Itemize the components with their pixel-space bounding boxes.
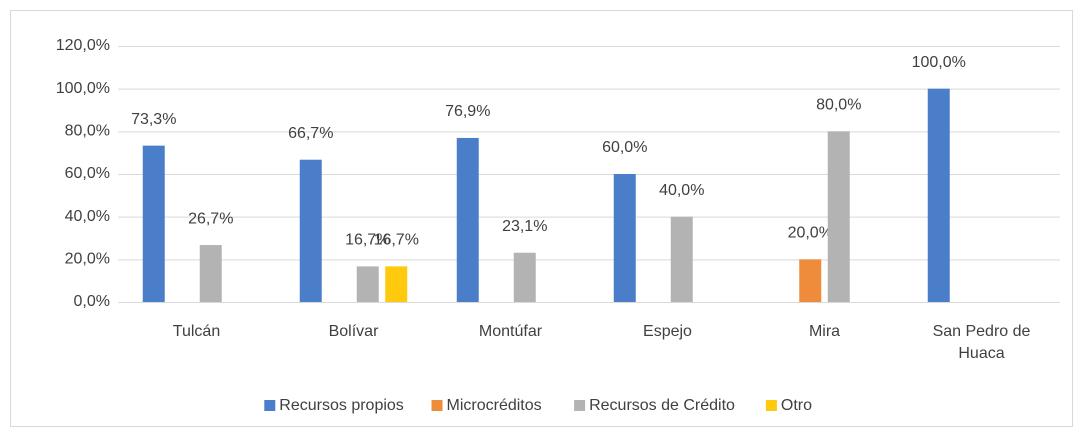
data-label: 100,0% [912, 54, 966, 71]
data-label: 40,0% [659, 182, 704, 199]
legend-swatch [264, 400, 276, 411]
data-label: 23,1% [502, 218, 547, 235]
x-tick-label: Espejo [643, 323, 692, 340]
legend-swatch [765, 400, 777, 411]
bar [827, 131, 850, 302]
data-label: 16,7% [345, 232, 390, 249]
data-label: 66,7% [288, 125, 333, 142]
bar [356, 266, 379, 302]
bar [199, 245, 222, 302]
data-label: 80,0% [816, 97, 861, 114]
x-tick-label: Mira [809, 323, 840, 340]
bar [299, 159, 322, 302]
legend-label: Otro [781, 397, 812, 414]
bar [613, 174, 636, 302]
y-tick-label: 60,0% [65, 165, 110, 182]
chart-frame [10, 10, 1073, 427]
x-tick-label: Montúfar [479, 323, 543, 340]
legend-label: Recursos de Crédito [589, 397, 735, 414]
bar [799, 259, 822, 302]
y-tick-label: 0,0% [74, 293, 110, 310]
x-tick-label: Bolívar [329, 323, 379, 340]
legend-label: Microcréditos [447, 397, 542, 414]
x-tick-label: Tulcán [173, 323, 220, 340]
bar [385, 266, 408, 302]
data-label: 20,0% [788, 225, 833, 242]
data-label: 73,3% [131, 111, 176, 128]
data-label: 76,9% [445, 103, 490, 120]
data-label: 16,7% [374, 232, 419, 249]
y-tick-label: 120,0% [56, 37, 110, 54]
bar [927, 88, 950, 303]
bar [456, 137, 479, 302]
legend-swatch [574, 400, 586, 411]
bar [513, 252, 536, 302]
data-label: 26,7% [188, 210, 233, 227]
y-tick-label: 20,0% [65, 251, 110, 268]
legend-label: Recursos propios [279, 397, 404, 414]
y-tick-label: 80,0% [65, 123, 110, 140]
bar [142, 145, 165, 302]
y-tick-label: 100,0% [56, 80, 110, 97]
y-tick-label: 40,0% [65, 208, 110, 225]
x-tick-label: San Pedro de Huaca [933, 323, 1031, 362]
data-label: 60,0% [602, 139, 647, 156]
bar [670, 216, 693, 302]
legend-swatch [431, 400, 443, 411]
